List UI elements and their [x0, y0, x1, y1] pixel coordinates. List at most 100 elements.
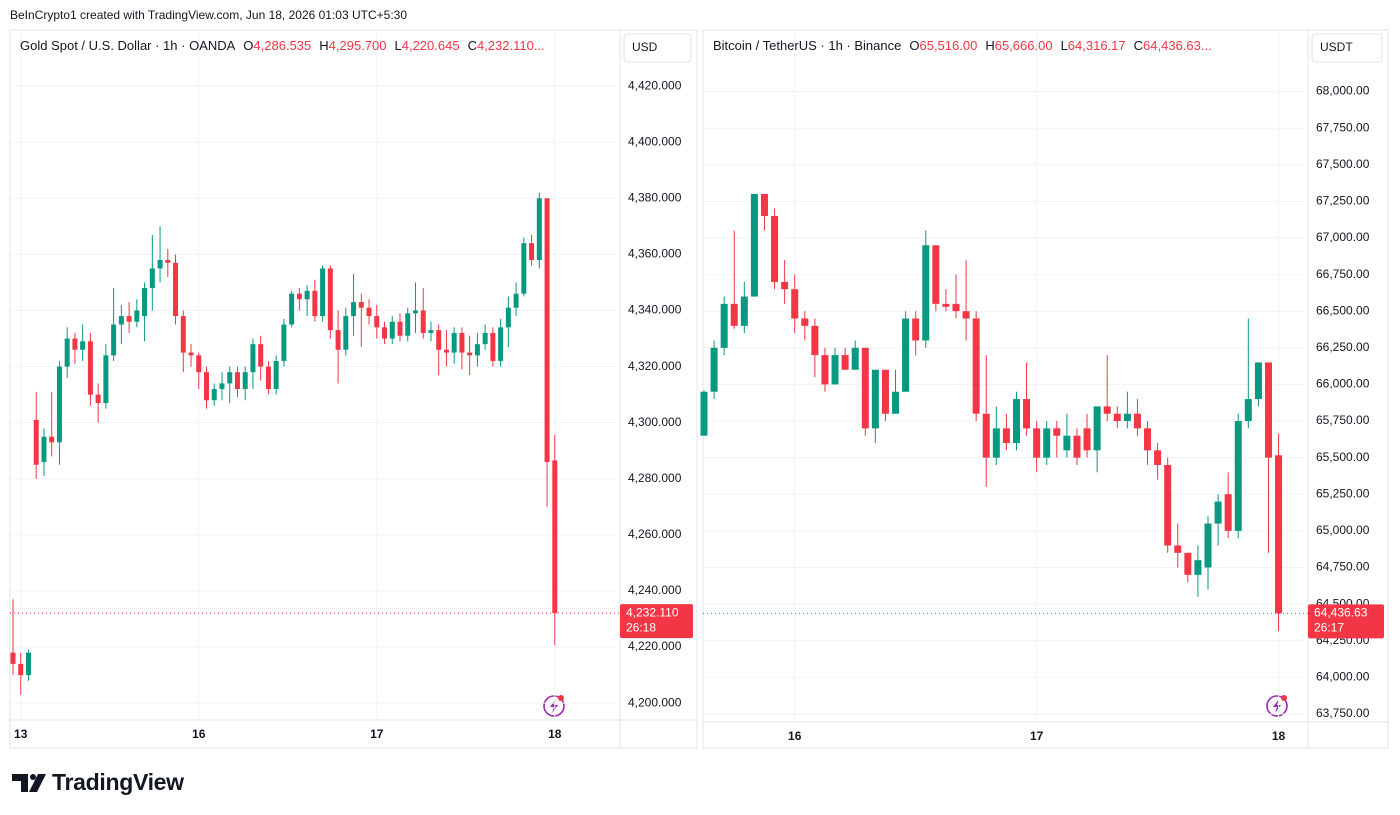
candle-body — [821, 355, 829, 385]
candle-body — [1144, 428, 1152, 451]
candle-body — [1164, 464, 1172, 546]
y-tick-label: 4,400.000 — [628, 134, 682, 148]
currency-button — [623, 33, 692, 63]
candle-body — [180, 316, 186, 353]
candle-body — [142, 288, 148, 317]
candle-body — [296, 293, 302, 300]
candle-body — [529, 243, 535, 260]
y-tick-label: 4,220.000 — [628, 639, 682, 653]
candle-body — [312, 290, 318, 317]
y-tick-label: 65,000.00 — [1316, 523, 1370, 537]
currency-label: USDT — [1320, 40, 1353, 54]
candle-body — [281, 324, 287, 361]
candle-body — [892, 391, 900, 414]
x-tick-label: 17 — [370, 727, 384, 741]
candle-body — [188, 352, 194, 356]
currency-label: USD — [632, 40, 658, 54]
y-tick-label: 4,300.000 — [628, 415, 682, 429]
candle-body — [412, 310, 418, 314]
countdown-label: 26:18 — [626, 620, 656, 634]
candle-body — [234, 372, 240, 390]
candle-body — [459, 332, 465, 353]
candle-body — [1254, 362, 1262, 400]
candle-body — [64, 338, 70, 367]
symbol-label: Gold Spot / U.S. Dollar · 1h · OANDA — [20, 38, 236, 53]
top-note: BeInCrypto1 created with TradingView.com… — [10, 8, 408, 22]
candle-body — [700, 391, 708, 436]
candle-body — [1224, 494, 1232, 531]
candle-body — [831, 355, 839, 385]
alert-icon — [1266, 695, 1288, 717]
candle-body — [861, 347, 869, 429]
candle-body — [801, 318, 809, 326]
y-tick-label: 66,500.00 — [1316, 303, 1370, 317]
candle-body — [771, 215, 779, 282]
candle-body — [428, 330, 434, 333]
chart-header: Gold Spot / U.S. Dollar · 1h · OANDA O4,2… — [20, 38, 545, 53]
candle-body — [942, 303, 950, 307]
candle-body — [1194, 560, 1202, 575]
candle-body — [922, 245, 930, 341]
x-tick-label: 17 — [1030, 729, 1044, 743]
candle-body — [80, 341, 86, 350]
candle-body — [397, 321, 403, 336]
candle-body — [25, 652, 31, 676]
candle-body — [962, 311, 970, 319]
ohlc-value: 64,436.63... — [1143, 38, 1212, 53]
candle-body — [544, 198, 550, 462]
candle-body — [382, 327, 388, 339]
candle-body — [710, 347, 718, 392]
y-tick-label: 67,250.00 — [1316, 194, 1370, 208]
ohlc-value: 4,220.645 — [401, 38, 460, 53]
candle-body — [902, 318, 910, 392]
candle-body — [10, 652, 16, 664]
y-tick-label: 65,250.00 — [1316, 486, 1370, 500]
candle-body — [1123, 413, 1131, 422]
y-tick-label: 64,750.00 — [1316, 560, 1370, 574]
y-tick-label: 4,380.000 — [628, 190, 682, 204]
ohlc-value: 64,316.17 — [1067, 38, 1126, 53]
chart-header: Bitcoin / TetherUS · 1h · Binance O65,516… — [713, 38, 1223, 53]
candle-body — [173, 262, 179, 317]
candle-body — [750, 194, 758, 297]
candle-body — [265, 366, 271, 390]
candle-body — [521, 243, 527, 294]
ohlc-key: C — [467, 38, 477, 53]
candle-body — [436, 330, 442, 350]
candle-body — [932, 245, 940, 304]
ohlc-value: 65,666.00 — [994, 38, 1053, 53]
candle-body — [1174, 545, 1182, 553]
x-tick-label: 16 — [788, 729, 802, 743]
candle-body — [351, 302, 357, 317]
candle-body — [912, 318, 920, 341]
x-tick-label: 16 — [192, 727, 206, 741]
ohlc-key: O — [909, 38, 920, 53]
last-price-box — [620, 604, 693, 639]
candle-body — [1113, 413, 1121, 422]
x-tick-label: 18 — [548, 727, 562, 741]
y-tick-label: 65,500.00 — [1316, 450, 1370, 464]
candle-body — [851, 347, 859, 370]
candle-body — [1002, 428, 1010, 444]
y-tick-label: 4,420.000 — [628, 78, 682, 92]
candle-body — [149, 268, 155, 289]
candle-body — [1053, 428, 1061, 436]
y-tick-label: 67,750.00 — [1316, 120, 1370, 134]
y-tick-label: 4,240.000 — [628, 583, 682, 597]
candle-body — [273, 360, 279, 390]
candle-body — [196, 355, 202, 373]
candle-body — [18, 663, 24, 676]
candle-body — [881, 369, 889, 414]
candle-body — [760, 194, 768, 216]
candle-body — [1023, 399, 1031, 429]
candle-body — [72, 338, 78, 350]
y-tick-label: 4,200.000 — [628, 695, 682, 709]
candle-body — [242, 372, 248, 390]
y-tick-label: 65,750.00 — [1316, 413, 1370, 427]
candle-body — [1204, 523, 1212, 568]
candle-body — [730, 303, 738, 326]
candle-body — [219, 383, 225, 390]
candle-body — [490, 332, 496, 361]
